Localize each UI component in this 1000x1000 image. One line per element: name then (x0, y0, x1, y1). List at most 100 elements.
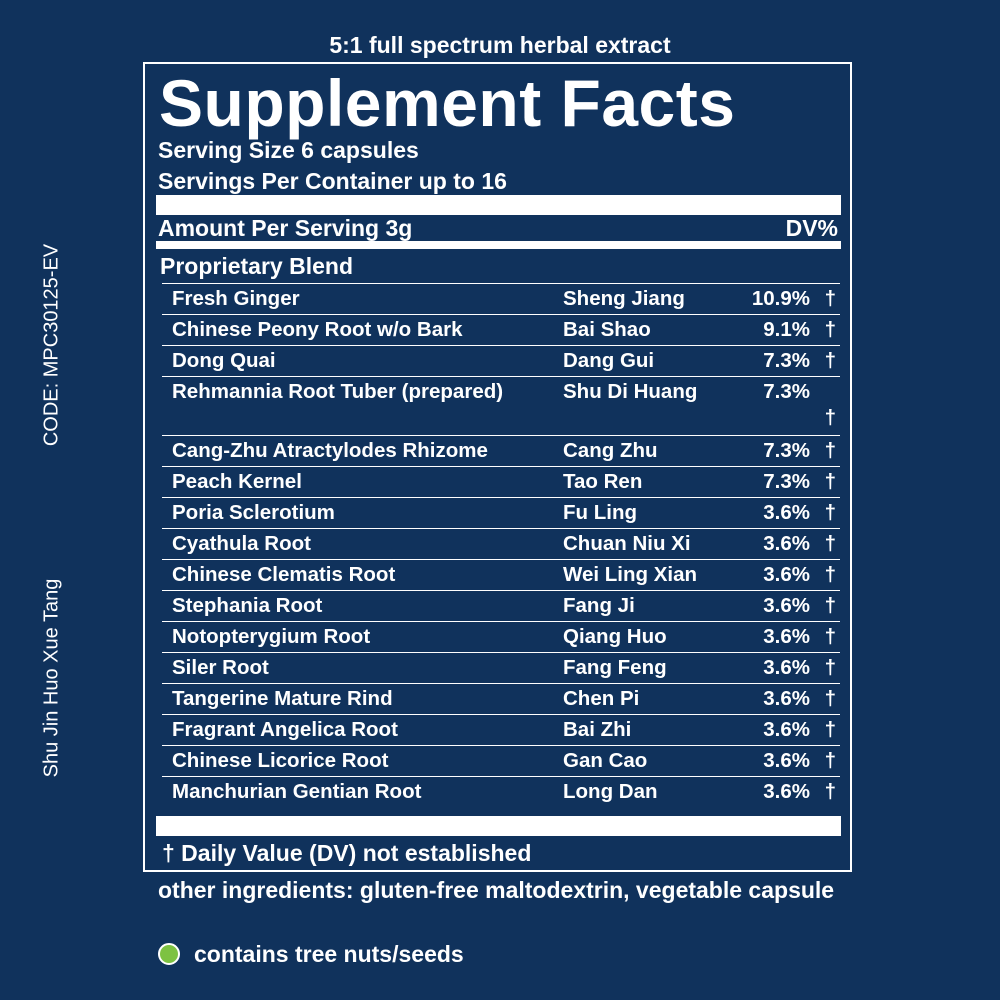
ingredient-percent: 7.3% (763, 349, 810, 372)
allergen-text: contains tree nuts/seeds (194, 941, 464, 967)
table-row: Poria Sclerotium Fu Ling 3.6% † (162, 497, 840, 528)
ingredient-pinyin: Sheng Jiang (563, 287, 685, 310)
ingredient-percent: 7.3% (763, 380, 810, 403)
thick-divider (156, 195, 841, 215)
table-row: Chinese Licorice Root Gan Cao 3.6% † (162, 745, 840, 776)
dagger-mark: † (824, 470, 836, 493)
dagger-mark: † (824, 687, 836, 710)
ingredient-name: Siler Root (172, 656, 269, 679)
medium-divider (156, 241, 841, 249)
ingredient-pinyin: Dang Gui (563, 349, 655, 372)
ingredient-percent: 10.9% (751, 287, 810, 310)
ingredient-name: Rehmannia Root Tuber (prepared) (172, 380, 504, 403)
ingredient-name: Manchurian Gentian Root (172, 780, 422, 803)
table-row: Rehmannia Root Tuber (prepared) Shu Di H… (162, 376, 840, 435)
table-row: Fragrant Angelica Root Bai Zhi 3.6% † (162, 714, 840, 745)
ingredient-pinyin: Long Dan (563, 780, 658, 803)
ingredient-name: Fresh Ginger (172, 287, 300, 310)
amount-per-serving: Amount Per Serving 3g (158, 215, 413, 241)
dagger-mark: † (824, 780, 836, 803)
ingredient-name: Tangerine Mature Rind (172, 687, 393, 710)
ingredient-percent: 3.6% (763, 656, 810, 679)
product-code: CODE: MPC30125-EV (40, 243, 63, 447)
formula-name: Shu Jin Huo Xue Tang (40, 578, 63, 778)
dagger-mark: † (824, 532, 836, 555)
facts-title: Supplement Facts (159, 66, 736, 140)
ingredient-percent: 9.1% (763, 318, 810, 341)
table-row: Stephania Root Fang Ji 3.6% † (162, 590, 840, 621)
dagger-mark: † (824, 318, 836, 341)
dagger-mark: † (824, 406, 836, 429)
ingredient-name: Peach Kernel (172, 470, 302, 493)
ingredient-name: Chinese Clematis Root (172, 563, 396, 586)
ingredient-name: Chinese Licorice Root (172, 749, 389, 772)
ingredient-name: Notopterygium Root (172, 625, 371, 648)
dagger-mark: † (824, 625, 836, 648)
ingredient-percent: 3.6% (763, 501, 810, 524)
table-row: Chinese Peony Root w/o Bark Bai Shao 9.1… (162, 314, 840, 345)
ingredient-percent: 7.3% (763, 439, 810, 462)
proprietary-blend-title: Proprietary Blend (160, 253, 353, 279)
dagger-mark: † (824, 749, 836, 772)
table-row: Dong Quai Dang Gui 7.3% † (162, 345, 840, 376)
dagger-mark: † (824, 563, 836, 586)
supplement-facts-panel: Supplement Facts Serving Size 6 capsules… (143, 62, 852, 872)
ingredient-pinyin: Fu Ling (563, 501, 638, 524)
ingredient-name: Chinese Peony Root w/o Bark (172, 318, 463, 341)
dv-header: DV% (785, 215, 838, 241)
table-row: Chinese Clematis Root Wei Ling Xian 3.6%… (162, 559, 840, 590)
ingredient-percent: 3.6% (763, 687, 810, 710)
extract-caption: 5:1 full spectrum herbal extract (329, 32, 671, 58)
ingredient-percent: 3.6% (763, 563, 810, 586)
dagger-mark: † (824, 718, 836, 741)
table-row: Peach Kernel Tao Ren 7.3% † (162, 466, 840, 497)
ingredient-name: Cang-Zhu Atractylodes Rhizome (172, 439, 488, 462)
ingredient-percent: 3.6% (763, 718, 810, 741)
ingredient-pinyin: Fang Feng (563, 656, 667, 679)
ingredient-pinyin: Fang Ji (563, 594, 635, 617)
table-row: Cang-Zhu Atractylodes Rhizome Cang Zhu 7… (162, 435, 840, 466)
ingredient-pinyin: Shu Di Huang (563, 380, 698, 403)
ingredient-pinyin: Wei Ling Xian (563, 563, 698, 586)
ingredient-percent: 3.6% (763, 532, 810, 555)
table-row: Cyathula Root Chuan Niu Xi 3.6% † (162, 528, 840, 559)
table-row: Notopterygium Root Qiang Huo 3.6% † (162, 621, 840, 652)
green-dot-icon (158, 943, 180, 965)
ingredient-pinyin: Bai Zhi (563, 718, 632, 741)
other-ingredients: other ingredients: gluten-free maltodext… (158, 877, 835, 903)
ingredient-name: Poria Sclerotium (172, 501, 335, 524)
ingredient-pinyin: Tao Ren (563, 470, 643, 493)
ingredient-name: Stephania Root (172, 594, 323, 617)
dagger-mark: † (824, 287, 836, 310)
table-row: Manchurian Gentian Root Long Dan 3.6% † (162, 776, 840, 807)
ingredient-name: Dong Quai (172, 349, 276, 372)
table-row: Siler Root Fang Feng 3.6% † (162, 652, 840, 683)
ingredient-name: Fragrant Angelica Root (172, 718, 398, 741)
ingredient-percent: 7.3% (763, 470, 810, 493)
ingredient-percent: 3.6% (763, 625, 810, 648)
ingredient-percent: 3.6% (763, 594, 810, 617)
ingredient-pinyin: Gan Cao (563, 749, 648, 772)
dagger-mark: † (824, 501, 836, 524)
dagger-mark: † (824, 349, 836, 372)
allergen-notice: contains tree nuts/seeds (158, 938, 464, 971)
dagger-mark: † (824, 656, 836, 679)
ingredient-table: Fresh Ginger Sheng Jiang 10.9% † Chinese… (162, 283, 840, 807)
dagger-mark: † (824, 594, 836, 617)
ingredient-percent: 3.6% (763, 749, 810, 772)
ingredient-pinyin: Qiang Huo (563, 625, 667, 648)
table-row: Fresh Ginger Sheng Jiang 10.9% † (162, 283, 840, 314)
dv-footnote: † Daily Value (DV) not established (162, 840, 532, 866)
ingredient-name: Cyathula Root (172, 532, 311, 555)
servings-per-container: Servings Per Container up to 16 (158, 168, 507, 194)
ingredient-pinyin: Chen Pi (563, 687, 640, 710)
dagger-mark: † (824, 439, 836, 462)
thick-divider (156, 816, 841, 836)
table-row: Tangerine Mature Rind Chen Pi 3.6% † (162, 683, 840, 714)
ingredient-pinyin: Bai Shao (563, 318, 651, 341)
ingredient-pinyin: Cang Zhu (563, 439, 658, 462)
amount-per-serving-row: Amount Per Serving 3g DV% (158, 214, 838, 242)
ingredient-percent: 3.6% (763, 780, 810, 803)
ingredient-pinyin: Chuan Niu Xi (563, 532, 691, 555)
serving-size: Serving Size 6 capsules (158, 137, 419, 163)
